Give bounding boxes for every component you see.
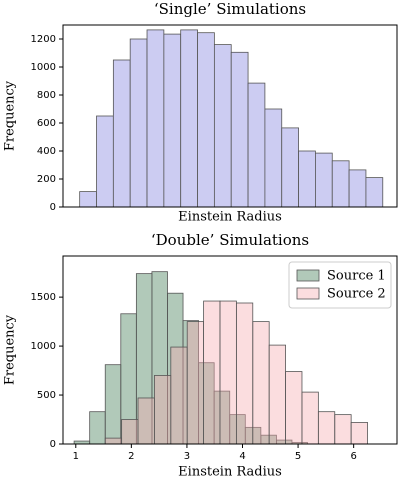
histogram-bar bbox=[112, 59, 131, 208]
x-axis-label: Einstein Radius bbox=[178, 465, 282, 480]
histogram-bar bbox=[104, 437, 123, 445]
histogram-bar bbox=[281, 127, 299, 208]
y-tick-label: 500 bbox=[37, 390, 56, 401]
y-tick-label: 0 bbox=[50, 202, 56, 213]
chart-title: ‘Single’ Simulations bbox=[154, 0, 306, 18]
legend-box bbox=[288, 261, 392, 309]
histogram-bar bbox=[137, 397, 155, 445]
histogram-bar bbox=[348, 169, 367, 208]
x-tick-label: 2 bbox=[128, 451, 134, 462]
y-tick-label: 600 bbox=[37, 118, 56, 129]
y-tick-label: 1000 bbox=[31, 62, 56, 73]
histogram-bar bbox=[315, 152, 333, 208]
x-tick-label: 1 bbox=[73, 451, 79, 462]
histogram-bar bbox=[334, 414, 352, 445]
histogram-bar bbox=[129, 38, 148, 208]
y-axis-label: Frequency bbox=[3, 314, 18, 385]
histogram-bar bbox=[121, 419, 139, 445]
y-tick-label: 1000 bbox=[31, 341, 56, 352]
histogram-bar bbox=[331, 160, 350, 208]
legend-label: Source 1 bbox=[327, 269, 386, 284]
histogram-bar bbox=[163, 33, 182, 208]
histogram-bar bbox=[89, 411, 106, 445]
histogram-bar bbox=[350, 422, 368, 445]
histogram-bar bbox=[230, 51, 249, 208]
legend-swatch bbox=[296, 269, 320, 282]
y-tick-label: 1500 bbox=[31, 292, 56, 303]
histogram-bar bbox=[365, 177, 384, 208]
histogram-bar bbox=[186, 321, 205, 445]
x-axis-label: Einstein Radius bbox=[178, 210, 282, 225]
histogram-bar bbox=[180, 29, 198, 208]
histogram-bar bbox=[317, 411, 336, 445]
histogram-bar bbox=[96, 115, 114, 208]
histogram-bar bbox=[203, 300, 221, 445]
histogram-bar bbox=[79, 191, 97, 208]
chart-title: ‘Double’ Simulations bbox=[151, 231, 309, 249]
y-tick-label: 400 bbox=[37, 146, 56, 157]
histogram-bar bbox=[298, 150, 316, 208]
y-axis-label: Frequency bbox=[3, 80, 18, 151]
histogram-bar bbox=[154, 375, 172, 445]
y-tick-label: 800 bbox=[37, 90, 56, 101]
legend-swatch bbox=[296, 287, 320, 300]
plot-frame bbox=[62, 255, 398, 445]
histogram-bar bbox=[268, 344, 286, 445]
histogram-bar bbox=[247, 82, 266, 208]
histogram-bar bbox=[264, 108, 283, 208]
histogram-bar bbox=[213, 44, 232, 208]
histogram-bar bbox=[146, 29, 165, 208]
histogram-bar bbox=[252, 321, 270, 445]
plot-frame bbox=[62, 24, 398, 208]
x-tick-label: 4 bbox=[239, 451, 245, 462]
histogram-bar bbox=[219, 300, 237, 445]
x-tick-label: 6 bbox=[350, 451, 356, 462]
x-tick-label: 3 bbox=[184, 451, 190, 462]
histogram-bar bbox=[235, 302, 254, 445]
histogram-bar bbox=[301, 391, 319, 445]
y-tick-label: 200 bbox=[37, 174, 56, 185]
x-tick-label: 5 bbox=[295, 451, 301, 462]
histogram-bar bbox=[285, 371, 303, 445]
y-tick-label: 1200 bbox=[31, 34, 56, 45]
histogram-bar bbox=[197, 32, 215, 208]
legend-label: Source 2 bbox=[327, 287, 386, 302]
histogram-bar bbox=[170, 346, 188, 445]
y-tick-label: 0 bbox=[50, 439, 56, 450]
histogram-bar bbox=[104, 364, 122, 445]
